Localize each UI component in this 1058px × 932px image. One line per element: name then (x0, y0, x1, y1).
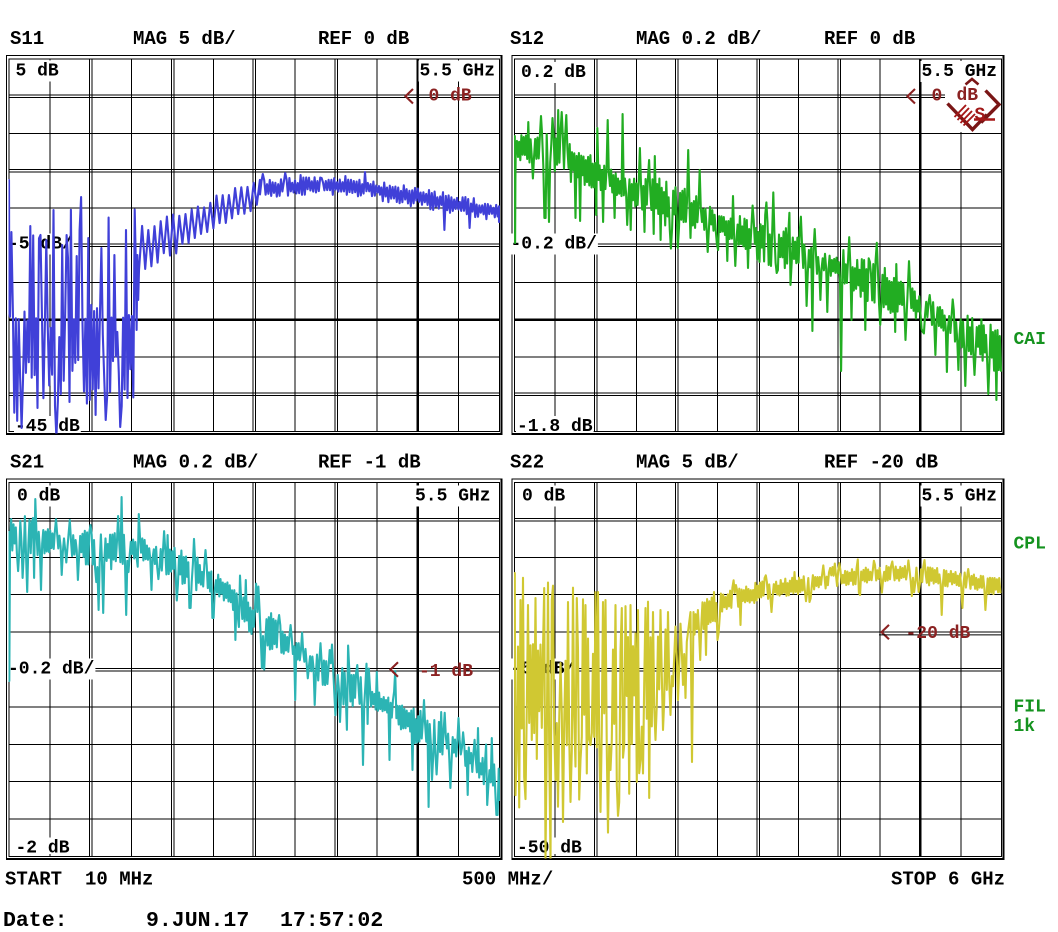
svg-text:FIL: FIL (1014, 698, 1046, 718)
svg-text:0 dB: 0 dB (522, 487, 565, 507)
svg-text:MAG 5 dB/: MAG 5 dB/ (133, 28, 236, 50)
svg-text:Date:: Date: (3, 909, 68, 932)
svg-text:STOP 6 GHz: STOP 6 GHz (891, 869, 1005, 891)
svg-text:REF -20 dB: REF -20 dB (824, 452, 938, 474)
svg-text:0 dB: 0 dB (17, 487, 60, 507)
svg-text:-45 dB: -45 dB (15, 417, 80, 437)
svg-text:-0.2 dB/: -0.2 dB/ (511, 235, 597, 255)
svg-text:17:57:02: 17:57:02 (280, 909, 383, 932)
svg-text:-0.2 dB/: -0.2 dB/ (8, 660, 94, 680)
svg-text:REF -1 dB: REF -1 dB (318, 452, 421, 474)
svg-text:5.5 GHz: 5.5 GHz (415, 487, 491, 507)
svg-text:REF 0 dB: REF 0 dB (318, 28, 409, 50)
svg-text:1k: 1k (1014, 717, 1036, 737)
svg-text:0.2 dB: 0.2 dB (521, 63, 586, 83)
svg-text:CPL: CPL (1014, 535, 1046, 555)
svg-text:CAI: CAI (1014, 330, 1046, 350)
svg-text:-2 dB: -2 dB (16, 839, 70, 859)
svg-text:START: START (5, 869, 62, 891)
svg-text:10 MHz: 10 MHz (85, 869, 153, 891)
svg-text:S11: S11 (10, 28, 44, 50)
svg-text:MAG 0.2 dB/: MAG 0.2 dB/ (133, 452, 258, 474)
svg-text:-1 dB: -1 dB (419, 662, 473, 682)
svg-text:S22: S22 (510, 452, 544, 474)
svg-text:5.5 GHz: 5.5 GHz (922, 487, 998, 507)
svg-text:-20 dB: -20 dB (906, 624, 971, 644)
svg-text:REF 0 dB: REF 0 dB (824, 28, 915, 50)
svg-text:5 dB: 5 dB (16, 62, 59, 82)
svg-text:0 dB: 0 dB (429, 87, 472, 107)
svg-text:S21: S21 (10, 452, 44, 474)
svg-text:S12: S12 (510, 28, 544, 50)
svg-text:-1.8 dB: -1.8 dB (517, 417, 593, 437)
svg-text:S: S (975, 106, 986, 126)
svg-text:MAG 0.2 dB/: MAG 0.2 dB/ (636, 28, 761, 50)
svg-text:5.5 GHz: 5.5 GHz (420, 62, 496, 82)
svg-text:dB: dB (957, 86, 979, 106)
svg-text:500 MHz/: 500 MHz/ (462, 869, 553, 891)
svg-text:9.JUN.17: 9.JUN.17 (146, 909, 249, 932)
svg-text:MAG 5 dB/: MAG 5 dB/ (636, 452, 739, 474)
